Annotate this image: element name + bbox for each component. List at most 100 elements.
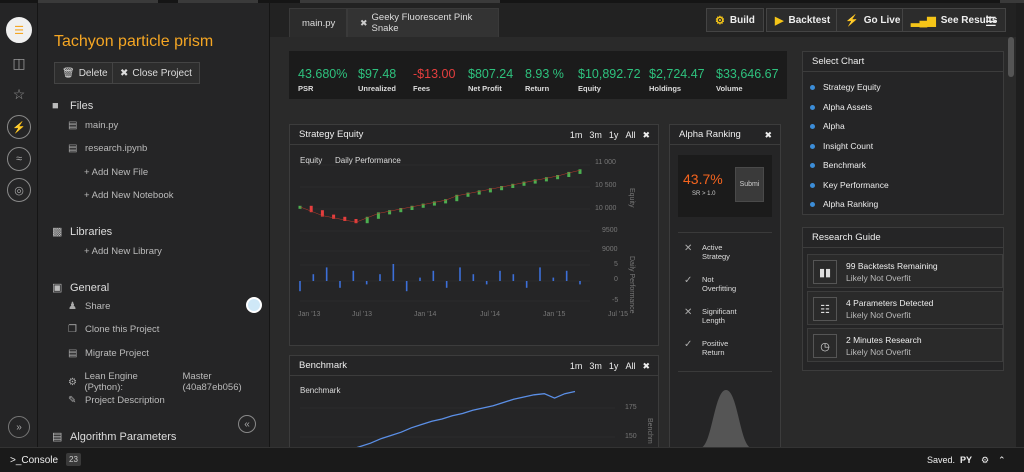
description-item[interactable]: ✎ Project Description [68,395,165,406]
chart-icon[interactable]: ≈ [7,147,31,171]
libraries-section[interactable]: ▩ Libraries [52,225,112,239]
chevron-up-icon[interactable]: ⌃ [998,455,1006,465]
equity-candle [332,214,336,219]
chart-option-benchmark[interactable]: Benchmark [810,160,866,170]
check-line: Positive [702,339,729,348]
lightning-icon[interactable]: ⚡ [7,115,31,139]
daily-bar [432,270,435,281]
research-guide-panel: Research Guide ▮▮ 99 Backtests Remaining L… [802,227,1004,371]
build-button[interactable]: ⚙ Build [706,8,764,32]
close-panel-icon[interactable]: ✖ [642,129,650,140]
list-icon: ▤ [52,431,63,443]
add-file-link[interactable]: + Add New File [84,167,149,178]
clone-item[interactable]: ❐ Clone this Project [68,324,159,335]
chart-option-alpha-assets[interactable]: Alpha Assets [810,102,872,112]
equity-candle [533,179,537,184]
file-item-main[interactable]: ▤ main.py [68,120,118,131]
bullet-icon [810,162,815,168]
migrate-item[interactable]: ▤ Migrate Project [68,348,149,359]
chart-option-strategy-equity[interactable]: Strategy Equity [810,82,881,92]
range-3m[interactable]: 3m [589,361,602,371]
close-tab-icon[interactable]: ✖ [360,17,368,28]
see-results-button[interactable]: ▂▄▆ See Results [902,8,1007,32]
menu-icon[interactable]: ☰ [985,14,997,29]
stat-value: $33,646.67 [716,67,779,81]
settings-icon[interactable]: ⚙ [981,455,990,465]
files-section[interactable]: ■ Files [52,100,93,112]
star-icon[interactable]: ☆ [12,85,26,102]
chart-option-key-performance[interactable]: Key Performance [810,180,889,190]
equity-candle [298,205,302,209]
range-1y[interactable]: 1y [608,130,619,140]
file-name: main.py [85,120,119,131]
range-3m[interactable]: 3m [589,130,602,140]
range-1m[interactable]: 1m [569,361,583,371]
equity-candle [354,219,358,224]
tab-main-py[interactable]: main.py [289,8,347,37]
alpha-ranking-panel: Alpha Ranking ✖ 43.7% SR > 1.0 Submi ✕ Ac… [669,124,781,448]
x-tick: Jul '14 [480,311,501,318]
lean-engine-label: Lean Engine (Python): [84,371,138,393]
layers-icon[interactable]: ☰ [6,17,32,43]
stat-return: 8.93 % Return [525,67,564,93]
strategy-equity-chart [298,164,590,302]
close-panel-icon[interactable]: ✖ [764,129,772,140]
document-icon[interactable]: ◫ [12,54,26,71]
scrollbar[interactable] [1008,37,1014,77]
add-library-link[interactable]: + Add New Library [84,246,162,257]
range-1y[interactable]: 1y [608,361,619,371]
expand-icon[interactable]: » [8,416,30,438]
equity-candle [444,199,448,204]
equity-candle [365,216,369,224]
share-item[interactable]: ♟ Share [68,301,110,312]
tab-label: Geeky Fluorescent Pink Snake [371,12,473,34]
chart-option-insight-count[interactable]: Insight Count [810,141,873,151]
y-tick: 11 000 [595,159,616,166]
share-users-icon: ♟ [68,301,77,312]
description-label: Project Description [85,395,165,406]
stat-unrealized: $97.48 Unrealized [358,67,396,93]
console-toggle[interactable]: >_Console [10,455,59,466]
close-project-button[interactable]: ✖ Close Project [112,62,200,84]
collapse-sidebar-icon[interactable]: « [238,415,256,433]
chart-option-alpha[interactable]: Alpha [810,121,845,131]
y-tick: -5 [612,297,619,304]
check-icon: ✓ [684,275,693,286]
share-toggle[interactable] [246,297,262,313]
range-1m[interactable]: 1m [569,130,583,140]
stat-holdings: $2,724.47 Holdings [649,67,705,93]
cogs-icon: ⚙ [715,14,725,27]
y-tick: 10 000 [595,205,617,212]
algorithm-parameters-section[interactable]: ▤ Algorithm Parameters [52,430,176,444]
general-section[interactable]: ▣ General [52,281,109,295]
range-controls: 1m 3m 1y All ✖ [570,356,650,376]
backtest-button[interactable]: ▶ Backtest [766,8,840,32]
file-name: research.ipynb [85,143,148,154]
range-all[interactable]: All [625,361,636,371]
delete-button[interactable]: 🗑 Delete [54,62,116,84]
y-tick: 175 [625,404,637,411]
bullet-icon [810,104,815,110]
check-line: Active [702,243,723,252]
x-tick: Jul '13 [352,311,373,318]
go-live-button[interactable]: ⚡ Go Live [836,8,910,32]
lean-engine-item[interactable]: ⚙ Lean Engine (Python): Master (40a87eb056… [68,371,269,393]
daily-bar [379,274,381,281]
file-item-research[interactable]: ▤ research.ipynb [68,143,147,154]
y-axis-label-benchmark: Benchm [646,418,653,444]
daily-bar [485,281,488,285]
delete-label: Delete [78,67,108,79]
stat-value: -$13.00 [413,67,456,81]
submit-button[interactable]: Submi [735,167,764,202]
support-icon[interactable]: ◎ [7,178,31,202]
add-notebook-link[interactable]: + Add New Notebook [84,190,174,201]
tab-backtest[interactable]: ✖ Geeky Fluorescent Pink Snake [347,8,499,37]
equity-candle [477,190,481,195]
research-guide-header: Research Guide [803,228,1003,248]
chart-option-alpha-ranking[interactable]: Alpha Ranking [810,199,878,209]
range-all[interactable]: All [625,130,636,140]
bullet-icon [810,84,815,90]
option-label: Insight Count [823,141,874,151]
daily-bar [499,270,501,281]
close-panel-icon[interactable]: ✖ [642,360,650,371]
